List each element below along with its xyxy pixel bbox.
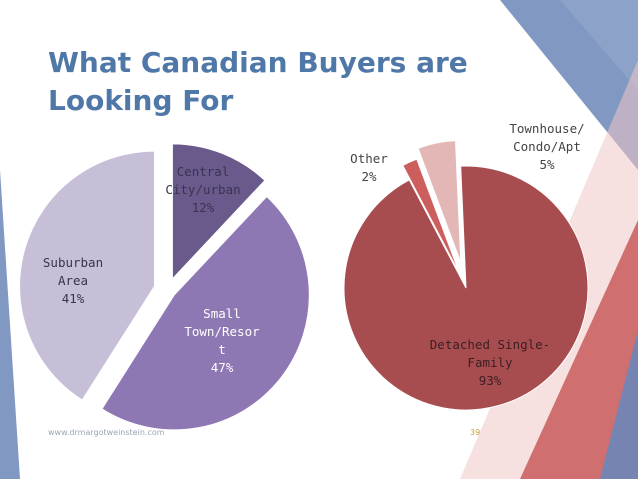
pie2-slice-1-label-line: Detached Single- (430, 337, 550, 352)
pie1-slice-2-label-line: Small (203, 306, 241, 321)
pie-chart-2: Detached Single- Family 93% Other 2% Townhous… (343, 121, 589, 411)
pie1-slice-3-label-line: Area (58, 273, 88, 288)
pie1-slice-1-label-line: 12% (192, 200, 215, 215)
pie2-slice-2-label: Other 2% (350, 151, 388, 184)
pie2-slice-1-label: Detached Single- Family 93% (430, 337, 550, 388)
deco-blue-left (0, 170, 20, 479)
page-number: 39 (470, 428, 481, 437)
deco-red (520, 220, 638, 479)
pie-chart-1: Central City/urban 12%Small Town/Resor t 47%S… (19, 143, 310, 431)
title-line-2: Looking For (48, 84, 234, 117)
deco-blue-top-light (560, 0, 638, 90)
pie1-slice-1-label-line: City/urban (165, 182, 240, 197)
pie1-slice-1-label-line: Central (177, 164, 230, 179)
pie2-slice-2 (402, 158, 460, 274)
pie1-slice-3-label-line: Suburban (43, 255, 103, 270)
pie1-slice-2-label-line: t (218, 342, 226, 357)
pie1-slice-1-label: Central City/urban 12% (165, 164, 240, 215)
pie2-slice-3-label-line: Condo/Apt (513, 139, 581, 154)
pie1-slice-1 (171, 143, 266, 281)
deco-blue-bottom (600, 330, 638, 479)
pie2-slice-2-label-line: 2% (361, 169, 377, 184)
pie2-slice-1 (343, 165, 589, 411)
pie1-slice-2 (101, 195, 310, 431)
pie1-slice-2-label: Small Town/Resor t 47% (184, 306, 260, 375)
pie2-slice-1-label-line: 93% (479, 373, 502, 388)
pie2-slice-3-label-line: 5% (539, 157, 555, 172)
pie2-slice-2-label-line: Other (350, 151, 388, 166)
pie2-slice-1-label-line: Family (467, 355, 513, 370)
pie1-slice-3-label: Suburban Area 41% (43, 255, 103, 306)
pie1-slice-3 (19, 150, 156, 401)
slide-title: What Canadian Buyers are Looking For (48, 44, 468, 120)
pie1-slice-2-label-line: 47% (211, 360, 234, 375)
pie2-slice-3-label-line: Townhouse/ (509, 121, 584, 136)
pie1-slice-2-label-line: Town/Resor (184, 324, 260, 339)
pie2-slice-3 (417, 140, 462, 263)
title-line-1: What Canadian Buyers are (48, 46, 468, 79)
pie2-slice-3-label: Townhouse/Condo/Apt 5% (509, 121, 584, 172)
pie1-slice-3-label-line: 41% (62, 291, 85, 306)
footer-url: www.drmargotweinstein.com (48, 428, 165, 437)
